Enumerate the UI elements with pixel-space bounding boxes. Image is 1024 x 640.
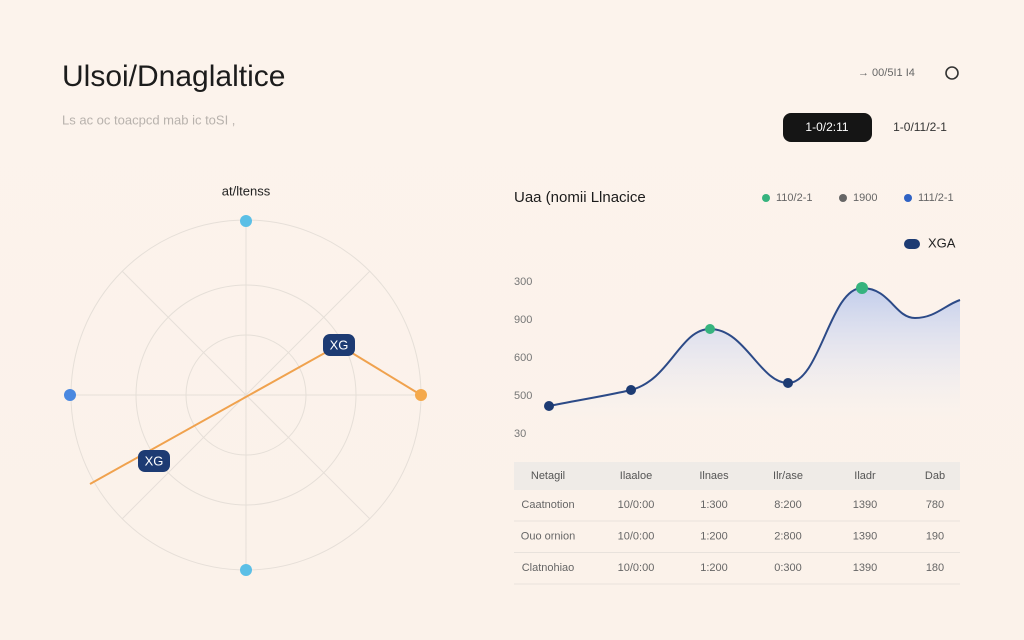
area-fill [549,288,960,420]
table-header-cell: Dab [925,470,945,482]
legend-label: 1900 [853,192,877,204]
label-pill [323,334,355,356]
line-point [783,378,793,388]
axis-label: 900 [514,314,532,326]
toggle-label[interactable]: 1-0/11/2-1 [893,120,947,134]
table-cell: 780 [926,499,944,511]
line-point [544,401,554,411]
table-cell: 1:200 [700,530,728,542]
table-cell: 0:300 [774,562,802,574]
table-header-cell: Ilnaes [699,470,729,482]
toggle-label[interactable]: 1-0/2:11 [805,120,848,134]
table-cell: 1:300 [700,499,728,511]
toggle-active[interactable] [783,113,872,142]
table-header-bg [514,462,960,490]
axis-label: 300 [514,276,532,288]
page-subtitle: Ls ac oc toacpcd mab ic toSI , [62,112,235,127]
axis-label: 30 [514,428,526,440]
panel-title: Uaa (nomii Llnacice [514,189,646,206]
status-text: → 00/5I1 I4 [858,67,915,79]
axis-point [415,389,427,401]
table-header-cell: Ilaaloe [620,470,652,482]
table-cell: 180 [926,562,944,574]
axis-label: 600 [514,352,532,364]
panel-title: at/ltenss [222,183,271,198]
axis-point [240,564,252,576]
table-header-cell: Netagil [531,470,565,482]
point-label: XG [330,337,349,352]
axis-point [64,389,76,401]
legend-label: 110/2-1 [776,192,813,204]
line-point [626,385,636,395]
table-cell: Clatnohiao [522,562,575,574]
table-header-cell: Iladr [854,470,876,482]
table-header-cell: Ilr/ase [773,470,803,482]
legend-label: 111/2-1 [918,192,954,204]
user-icon[interactable] [945,66,959,80]
point-label: XG [145,453,164,468]
table-cell: 190 [926,530,944,542]
axis-label: 500 [514,390,532,402]
table-cell: 10/0:00 [618,499,655,511]
table-cell: 8:200 [774,499,802,511]
line-point [856,282,868,294]
radial-grid [70,219,422,571]
label-pill [138,450,170,472]
table-cell: 10/0:00 [618,530,655,542]
table-cell: 1:200 [700,562,728,574]
line-point [705,324,715,334]
table-cell: Caatnotion [521,499,574,511]
legend-dot [762,194,770,202]
table-cell: 2:800 [774,530,802,542]
page-title: Ulsoi/Dnaglaltice [62,60,285,93]
legend-dot [904,194,912,202]
table-cell: 10/0:00 [618,562,655,574]
table-cell: 1390 [853,530,877,542]
table-cell: Ouo ornion [521,530,575,542]
badge-dot [904,239,920,249]
axis-point [240,215,252,227]
badge-label: XGA [928,235,956,250]
table-cell: 1390 [853,499,877,511]
legend-dot [839,194,847,202]
table-cell: 1390 [853,562,877,574]
